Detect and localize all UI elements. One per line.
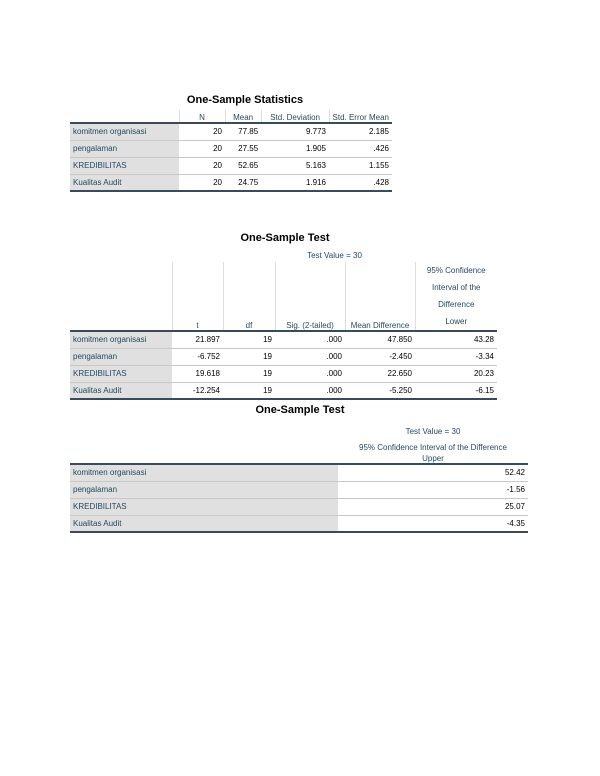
cell-value: 5.163 [261,157,329,175]
table-row: komitmen organisasi 21.897 19.000 47.850 43.… [70,331,497,349]
cell-value: -5.250 [345,382,415,400]
table-row: komitmen organisasi 20 77.85 9.773 2.185 [70,123,392,141]
cell-value: 2.185 [329,123,392,141]
header-std-deviation: Std. Deviation [260,110,329,124]
cell-value: .000 [275,365,345,383]
cell-value: .426 [329,140,392,158]
header-mean: Mean [224,110,262,124]
one-sample-test-table: Test Value = 30 t df Sig. (2-tailed) Mea… [70,248,497,400]
table-row: KREDIBILITAS 20 52.65 5.163 1.155 [70,157,392,175]
row-label: pengalaman [70,481,338,499]
header-std-error-mean: Std. Error Mean [328,110,392,124]
cell-value: .000 [275,382,345,400]
cell-value: 27.55 [225,140,262,158]
cell-value: .000 [275,331,345,349]
row-label: KREDIBILITAS [70,365,172,383]
header-ci-lower: 95% Confidence Interval of the Differenc… [414,262,497,332]
cell-value: 52.65 [225,157,262,175]
table-row: pengalaman 20 27.55 1.905.426 [70,140,392,158]
table-row: KREDIBILITAS 25.07 [70,498,528,516]
ci-header: 95% Confidence Interval of the Differenc… [359,443,507,452]
test-value-header: Test Value = 30 [405,427,461,436]
cell-value: 19 [223,348,275,366]
row-label: komitmen organisasi [70,331,172,349]
header-ci-upper: Upper [338,452,528,465]
cell-value: 43.28 [415,331,497,349]
cell-value: 77.85 [225,123,262,141]
cell-value: 20 [179,157,225,175]
cell-value: 21.897 [172,331,223,349]
test-value-header: Test Value = 30 [307,250,362,260]
test2-title: One-Sample Test [255,404,345,416]
row-label: Kualitas Audit [70,515,338,533]
cell-value: -6.752 [172,348,223,366]
cell-value: 1.155 [329,157,392,175]
header-t: t [171,262,223,332]
cell-value: 19.618 [172,365,223,383]
header-empty [70,110,180,124]
cell-value: 19 [223,365,275,383]
header-mean-difference: Mean Difference [344,262,415,332]
row-label: komitmen organisasi [70,464,338,482]
cell-value: 19 [223,382,275,400]
row-label: pengalaman [70,348,172,366]
cell-value: 24.75 [225,174,262,192]
cell-value: .428 [329,174,392,192]
row-label: KREDIBILITAS [70,157,180,175]
table-row: pengalaman -1.56 [70,481,528,499]
table-row: KREDIBILITAS 19.618 19.000 22.650 20.23 [70,365,497,383]
cell-value: 1.905 [261,140,329,158]
cell-value: -3.34 [415,348,497,366]
row-label: KREDIBILITAS [70,498,338,516]
cell-value: -6.15 [415,382,497,400]
one-sample-test-upper-table: Test Value = 30 95% Confidence Interval … [70,420,528,533]
row-label: Kualitas Audit [70,382,172,400]
stats-title: One-Sample Statistics [186,94,304,106]
table-row: pengalaman -6.752 19.000 -2.450 -3.34 [70,348,497,366]
header-df: df [222,262,275,332]
cell-value: 22.650 [345,365,415,383]
cell-value: 19 [223,331,275,349]
cell-value: -4.35 [338,515,528,533]
cell-value: -12.254 [172,382,223,400]
cell-value: 25.07 [338,498,528,516]
cell-value: 20 [179,174,225,192]
table-row: Kualitas Audit -4.35 [70,515,528,533]
cell-value: 20 [179,123,225,141]
cell-value: 9.773 [261,123,329,141]
one-sample-statistics-table: N Mean Std. Deviation Std. Error Mean ko… [70,110,392,192]
lower-label: Lower [445,317,468,326]
header-sig: Sig. (2-tailed) [274,262,345,332]
cell-value: 52.42 [338,464,528,482]
cell-value: -1.56 [338,481,528,499]
ci-header: 95% Confidence Interval of the Differenc… [426,266,486,309]
cell-value: .000 [275,348,345,366]
row-label: Kualitas Audit [70,174,180,192]
cell-value: -2.450 [345,348,415,366]
cell-value: 47.850 [345,331,415,349]
table-row: Kualitas Audit -12.254 19.000 -5.250 -6.15 [70,382,497,400]
table-row: komitmen organisasi 52.42 [70,464,528,482]
test1-title: One-Sample Test [240,232,330,244]
cell-value: 1.916 [261,174,329,192]
row-label: pengalaman [70,140,180,158]
table-row: Kualitas Audit 20 24.75 1.916.428 [70,174,392,192]
row-label: komitmen organisasi [70,123,180,141]
cell-value: 20 [179,140,225,158]
header-n: N [178,110,225,124]
cell-value: 20.23 [415,365,497,383]
